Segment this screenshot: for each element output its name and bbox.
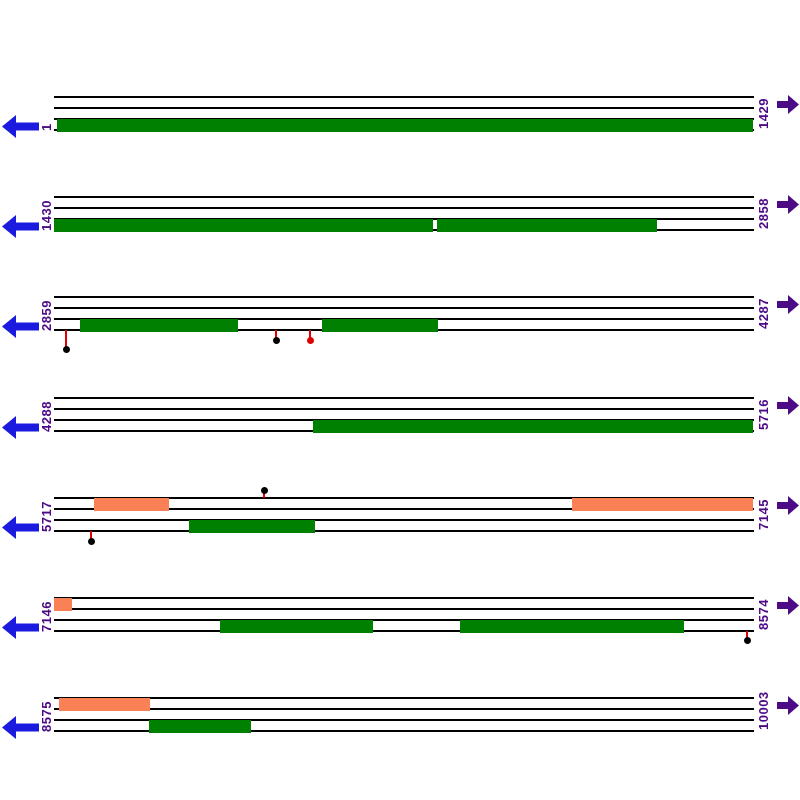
strand-line xyxy=(54,196,754,198)
strand-line xyxy=(54,719,754,721)
end-coordinate-label: 7145 xyxy=(756,499,771,530)
marker-stick xyxy=(309,330,311,340)
right-continuation-arrow xyxy=(777,495,799,515)
right-continuation-arrow xyxy=(777,94,799,114)
sequence-row: 1 1429 xyxy=(0,94,800,197)
strand-line xyxy=(54,730,754,732)
sequence-row: 8575 10003 xyxy=(0,691,800,798)
right-continuation-arrow xyxy=(777,595,799,615)
marker-dot-black xyxy=(743,636,751,644)
end-coordinate-label: 5716 xyxy=(756,399,771,430)
reverse-feature-bar xyxy=(437,218,657,232)
marker-stick xyxy=(90,531,92,541)
right-continuation-arrow xyxy=(777,294,799,314)
strand-line xyxy=(54,508,754,510)
left-continuation-arrow xyxy=(2,715,39,739)
start-coordinate-label: 1430 xyxy=(39,200,54,231)
sequence-row: 5717 7145 xyxy=(0,486,800,598)
strand-line xyxy=(54,608,754,610)
sequence-row: 2859 4287 xyxy=(0,294,800,397)
end-coordinate-label: 10003 xyxy=(756,691,771,730)
marker-stick xyxy=(746,631,748,640)
start-coordinate-label: 5717 xyxy=(39,501,54,532)
strand-line xyxy=(54,296,754,298)
reverse-feature-bar xyxy=(189,519,315,533)
start-coordinate-label: 7146 xyxy=(39,601,54,632)
marker-dot-black xyxy=(272,336,280,344)
left-continuation-arrow xyxy=(2,515,39,539)
forward-feature-bar xyxy=(572,498,753,511)
strand-line xyxy=(54,630,754,632)
forward-feature-bar xyxy=(54,598,72,611)
reverse-feature-bar xyxy=(149,719,251,733)
start-coordinate-label: 4288 xyxy=(39,401,54,432)
strand-line xyxy=(54,530,754,532)
reverse-feature-bar xyxy=(322,318,438,332)
sequence-row: 1430 2858 xyxy=(0,194,800,297)
strand-line xyxy=(54,107,754,109)
strand-line xyxy=(54,207,754,209)
strand-line xyxy=(54,708,754,710)
forward-feature-bar xyxy=(59,698,150,711)
left-continuation-arrow xyxy=(2,415,39,439)
marker-dot-black xyxy=(260,486,268,494)
reverse-feature-bar xyxy=(220,619,373,633)
sequence-row: 4288 5716 xyxy=(0,395,800,498)
strand-line xyxy=(54,597,754,599)
right-continuation-arrow xyxy=(777,194,799,214)
end-coordinate-label: 8574 xyxy=(756,599,771,630)
reverse-feature-bar xyxy=(313,419,753,433)
marker-dot-red xyxy=(306,336,314,344)
start-coordinate-label: 2859 xyxy=(39,300,54,331)
strand-line xyxy=(54,497,754,499)
marker-stick xyxy=(263,490,265,498)
strand-line xyxy=(54,697,754,699)
start-coordinate-label: 8575 xyxy=(39,701,54,732)
reverse-feature-bar xyxy=(460,619,684,633)
strand-line xyxy=(54,307,754,309)
strand-line xyxy=(54,519,754,521)
sequence-row: 7146 8574 xyxy=(0,595,800,698)
reverse-feature-bar xyxy=(57,118,753,132)
forward-feature-bar xyxy=(94,498,169,511)
left-continuation-arrow xyxy=(2,314,39,338)
left-continuation-arrow xyxy=(2,114,39,138)
end-coordinate-label: 1429 xyxy=(756,98,771,129)
marker-dot-black xyxy=(87,537,95,545)
strand-line xyxy=(54,96,754,98)
left-continuation-arrow xyxy=(2,615,39,639)
start-coordinate-label: 1 xyxy=(39,123,54,131)
marker-stick xyxy=(65,330,67,349)
strand-line xyxy=(54,619,754,621)
reverse-feature-bar xyxy=(80,318,238,332)
strand-line xyxy=(54,408,754,410)
strand-line xyxy=(54,397,754,399)
reverse-feature-bar xyxy=(54,218,433,232)
end-coordinate-label: 4287 xyxy=(756,298,771,329)
marker-dot-black xyxy=(62,345,70,353)
right-continuation-arrow xyxy=(777,695,799,715)
left-continuation-arrow xyxy=(2,214,39,238)
right-continuation-arrow xyxy=(777,395,799,415)
end-coordinate-label: 2858 xyxy=(756,198,771,229)
marker-stick xyxy=(275,330,277,340)
